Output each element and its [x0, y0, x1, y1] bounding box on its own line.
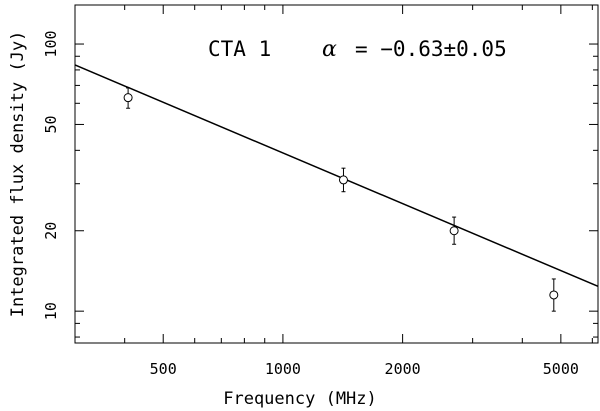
data-point — [449, 226, 459, 236]
data-point — [123, 93, 133, 103]
x-tick-label: 1000 — [265, 360, 301, 378]
x-tick-label: 2000 — [385, 360, 421, 378]
y-tick-label: 50 — [42, 115, 60, 133]
x-axis-label: Frequency (MHz) — [223, 389, 377, 409]
x-tick-label: 5000 — [543, 360, 579, 378]
data-points-group — [123, 87, 559, 312]
tick-labels-group: 500 1000 2000 5000 10 20 50 100 — [42, 30, 579, 378]
fit-line-group — [74, 64, 599, 288]
y-tick-label: 10 — [42, 302, 60, 320]
fit-line — [74, 64, 599, 288]
y-axis-label: Integrated flux density (Jy) — [8, 31, 28, 318]
annotation-alpha-value: = −0.63±0.05 — [355, 37, 507, 61]
plot-frame — [74, 4, 599, 344]
y-tick-label: 20 — [42, 222, 60, 240]
axis-ticks — [74, 5, 598, 343]
y-tick-label: 100 — [42, 30, 60, 57]
data-point — [549, 290, 559, 300]
x-tick-label: 500 — [150, 360, 177, 378]
data-point — [338, 175, 348, 185]
annotation-alpha-symbol: α — [322, 37, 337, 62]
annotation-source: CTA 1 — [208, 37, 271, 61]
